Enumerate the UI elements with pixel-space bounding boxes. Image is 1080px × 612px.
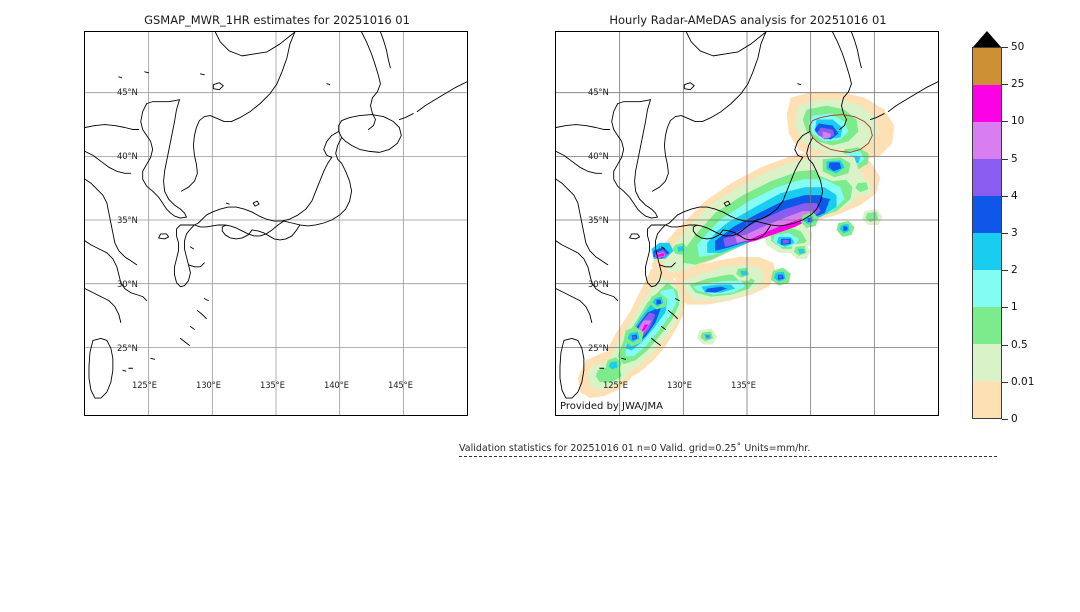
left-lon-label-145e: 145°E: [388, 381, 413, 391]
left-lat-label-45n: 45°N: [117, 88, 138, 98]
colorbar-band-4: [973, 196, 1001, 233]
footer-dashed-rule: [459, 456, 997, 457]
colorbar-band-2: [973, 270, 1001, 307]
colorbar-label-0: 0: [1011, 413, 1018, 425]
left-lon-label-135e: 135°E: [260, 381, 285, 391]
left-lat-label-35n: 35°N: [117, 216, 138, 226]
colorbar-band-50: [973, 48, 1001, 85]
left-lat-label-25n: 25°N: [117, 344, 138, 354]
left-map-coastlines: [85, 32, 467, 415]
right-map-coastlines: [556, 32, 938, 415]
gsmap-mwr-1hr-panel[interactable]: 45°N 40°N 35°N 30°N 25°N 125°E 130°E 135…: [84, 31, 468, 416]
colorbar-label-2: 2: [1011, 264, 1018, 277]
colorbar-max-arrow-icon: [972, 31, 1002, 47]
right-lat-label-25n: 25°N: [588, 344, 609, 354]
colorbar-label-0.01: 0.01: [1011, 375, 1035, 388]
right-map-graticule: [556, 32, 938, 415]
data-attribution: Provided by JWA/JMA: [560, 401, 663, 412]
left-lat-label-30n: 30°N: [117, 280, 138, 290]
precipitation-colorbar: 50 25 10 5 4 3 2 1 0.5 0.01 0: [966, 31, 1066, 425]
right-lon-label-125e: 125°E: [603, 381, 628, 391]
radar-amedas-panel[interactable]: 45°N 40°N 35°N 30°N 25°N 125°E 130°E 135…: [555, 31, 939, 416]
colorbar-label-10: 10: [1011, 115, 1025, 128]
colorbar-label-1: 1: [1011, 301, 1018, 314]
colorbar-band-1: [973, 307, 1001, 344]
colorbar-label-50: 50: [1011, 41, 1025, 53]
colorbar-ticks: 50 25 10 5 4 3 2 1 0.5 0.01 0: [1002, 41, 1066, 425]
left-lon-label-140e: 140°E: [324, 381, 349, 391]
colorbar-band-5: [973, 159, 1001, 196]
colorbar-label-25: 25: [1011, 78, 1025, 91]
left-lon-label-125e: 125°E: [132, 381, 157, 391]
colorbar-gradient: [972, 47, 1002, 419]
right-lon-label-135e: 135°E: [731, 381, 756, 391]
colorbar-band-3: [973, 233, 1001, 270]
precipitation-field: [556, 32, 938, 415]
colorbar-label-4: 4: [1011, 189, 1018, 202]
colorbar-label-3: 3: [1011, 227, 1018, 239]
colorbar-band-25: [973, 85, 1001, 122]
left-panel-title: GSMAP_MWR_1HR estimates for 20251016 01: [144, 13, 410, 27]
right-lat-label-45n: 45°N: [588, 88, 609, 98]
right-lat-label-30n: 30°N: [588, 280, 609, 290]
colorbar-label-0.5: 0.5: [1011, 338, 1028, 351]
colorbar-band-0.01: [973, 381, 1001, 418]
right-panel-title: Hourly Radar-AMeDAS analysis for 2025101…: [609, 13, 887, 27]
left-map-graticule: [85, 32, 467, 415]
left-lat-label-40n: 40°N: [117, 152, 138, 162]
validation-footer: Validation statistics for 20251016 01 n=…: [459, 443, 1004, 457]
colorbar-label-5: 5: [1011, 152, 1018, 165]
right-lat-label-35n: 35°N: [588, 216, 609, 226]
colorbar-band-0.5: [973, 344, 1001, 381]
validation-statistics-text: Validation statistics for 20251016 01 n=…: [459, 443, 811, 454]
right-lat-label-40n: 40°N: [588, 152, 609, 162]
right-lon-label-130e: 130°E: [667, 381, 692, 391]
left-lon-label-130e: 130°E: [196, 381, 221, 391]
colorbar-band-10: [973, 122, 1001, 159]
